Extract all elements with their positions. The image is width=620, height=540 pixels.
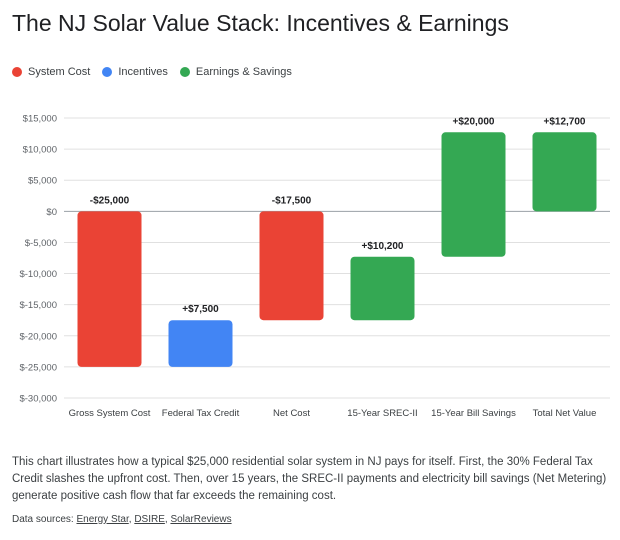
sources-label: Data sources:	[12, 514, 74, 525]
y-tick-label: $0	[46, 207, 57, 218]
bar	[168, 320, 233, 367]
bar	[259, 211, 324, 321]
sources-separator: ,	[164, 514, 171, 525]
y-tick-label: $10,000	[23, 145, 57, 156]
legend-label-system-cost: System Cost	[28, 66, 91, 78]
sources-separator: ,	[128, 514, 135, 525]
x-tick-label: Total Net Value	[533, 408, 597, 419]
legend-label-incentives: Incentives	[118, 66, 168, 78]
x-tick-label: Net Cost	[273, 408, 310, 419]
legend-item-incentives[interactable]: Incentives	[102, 66, 168, 78]
x-tick-label: Gross System Cost	[69, 408, 151, 419]
data-label: +$7,500	[182, 304, 219, 315]
y-tick-label: $5,000	[28, 176, 57, 187]
x-tick-label: 15-Year SREC-II	[347, 408, 417, 419]
y-tick-label: $-30,000	[19, 394, 57, 405]
bar	[532, 132, 597, 212]
y-tick-label: $15,000	[23, 114, 57, 125]
y-tick-label: $-15,000	[19, 300, 57, 311]
chart-area: $15,000 $10,000 $5,000 $0 $-5,000 $-10,000 $-1…	[0, 100, 620, 430]
legend-label-earnings-savings: Earnings & Savings	[195, 66, 292, 78]
waterfall-chart: $15,000 $10,000 $5,000 $0 $-5,000 $-10,000 $-1…	[19, 114, 610, 419]
y-tick-label: $-25,000	[19, 362, 57, 373]
x-tick-label: 15-Year Bill Savings	[431, 408, 516, 419]
source-link-dsire[interactable]: DSIRE	[134, 514, 165, 525]
y-tick-label: $-10,000	[19, 269, 57, 280]
data-label: +$20,000	[453, 116, 495, 127]
bar	[441, 132, 506, 257]
legend-dot-system-cost	[12, 67, 22, 77]
legend-dot-incentives	[102, 67, 113, 77]
legend-item-earnings-savings[interactable]: Earnings & Savings	[179, 66, 292, 78]
data-label: -$17,500	[272, 195, 312, 206]
data-label: +$12,700	[544, 116, 586, 127]
data-sources: Data sources: Energy Star, DSIRE, SolarR…	[12, 514, 232, 525]
source-link-solarreviews[interactable]: SolarReviews	[170, 514, 232, 525]
legend-item-system-cost[interactable]: System Cost	[12, 66, 90, 78]
bar	[350, 256, 415, 321]
y-tick-label: $-20,000	[19, 331, 57, 342]
data-label: -$25,000	[90, 195, 130, 206]
y-tick-label: $-5,000	[25, 238, 57, 249]
x-tick-label: Federal Tax Credit	[162, 408, 240, 419]
source-link-energy-star[interactable]: Energy Star	[76, 514, 129, 525]
chart-description: This chart illustrates how a typical $25…	[12, 456, 607, 502]
legend-dot-earnings-savings	[179, 67, 190, 77]
data-label: +$10,200	[362, 241, 404, 252]
chart-title: The NJ Solar Value Stack: Incentives & E…	[12, 10, 509, 36]
bar	[77, 211, 142, 367]
chart-legend: System Cost Incentives Earnings & Saving…	[12, 66, 304, 78]
